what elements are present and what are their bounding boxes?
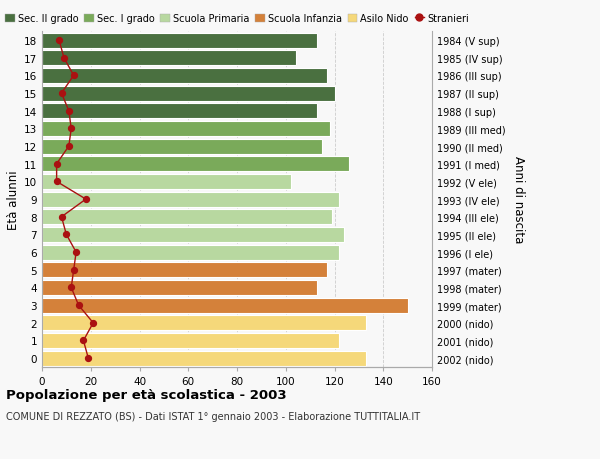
Point xyxy=(62,231,71,239)
Point xyxy=(88,319,98,327)
Bar xyxy=(42,210,332,225)
Text: Popolazione per età scolastica - 2003: Popolazione per età scolastica - 2003 xyxy=(6,388,287,401)
Bar xyxy=(42,280,317,295)
Y-axis label: Età alunni: Età alunni xyxy=(7,170,20,230)
Point xyxy=(67,125,76,133)
Y-axis label: Anni di nascita: Anni di nascita xyxy=(512,156,525,243)
Bar xyxy=(42,34,317,49)
Point xyxy=(71,249,81,256)
Bar xyxy=(42,192,340,207)
Bar xyxy=(42,69,327,84)
Legend: Sec. II grado, Sec. I grado, Scuola Primaria, Scuola Infanzia, Asilo Nido, Stran: Sec. II grado, Sec. I grado, Scuola Prim… xyxy=(5,14,469,24)
Point xyxy=(57,213,67,221)
Bar xyxy=(42,351,366,366)
Point xyxy=(57,90,67,97)
Bar xyxy=(42,104,317,119)
Bar xyxy=(42,51,296,66)
Point xyxy=(59,55,69,62)
Bar xyxy=(42,263,327,278)
Point xyxy=(52,179,61,186)
Point xyxy=(64,143,74,151)
Point xyxy=(81,196,91,203)
Bar xyxy=(42,157,349,172)
Bar xyxy=(42,333,340,348)
Bar xyxy=(42,228,344,242)
Point xyxy=(69,73,79,80)
Bar xyxy=(42,245,340,260)
Bar xyxy=(42,122,329,137)
Point xyxy=(79,337,88,344)
Point xyxy=(74,302,83,309)
Point xyxy=(83,355,93,362)
Point xyxy=(64,108,74,115)
Point xyxy=(67,284,76,291)
Bar xyxy=(42,174,290,190)
Bar xyxy=(42,86,335,101)
Bar xyxy=(42,316,366,330)
Bar xyxy=(42,298,407,313)
Point xyxy=(52,161,61,168)
Point xyxy=(54,37,64,45)
Point xyxy=(69,267,79,274)
Text: COMUNE DI REZZATO (BS) - Dati ISTAT 1° gennaio 2003 - Elaborazione TUTTITALIA.IT: COMUNE DI REZZATO (BS) - Dati ISTAT 1° g… xyxy=(6,411,420,421)
Bar xyxy=(42,139,322,154)
